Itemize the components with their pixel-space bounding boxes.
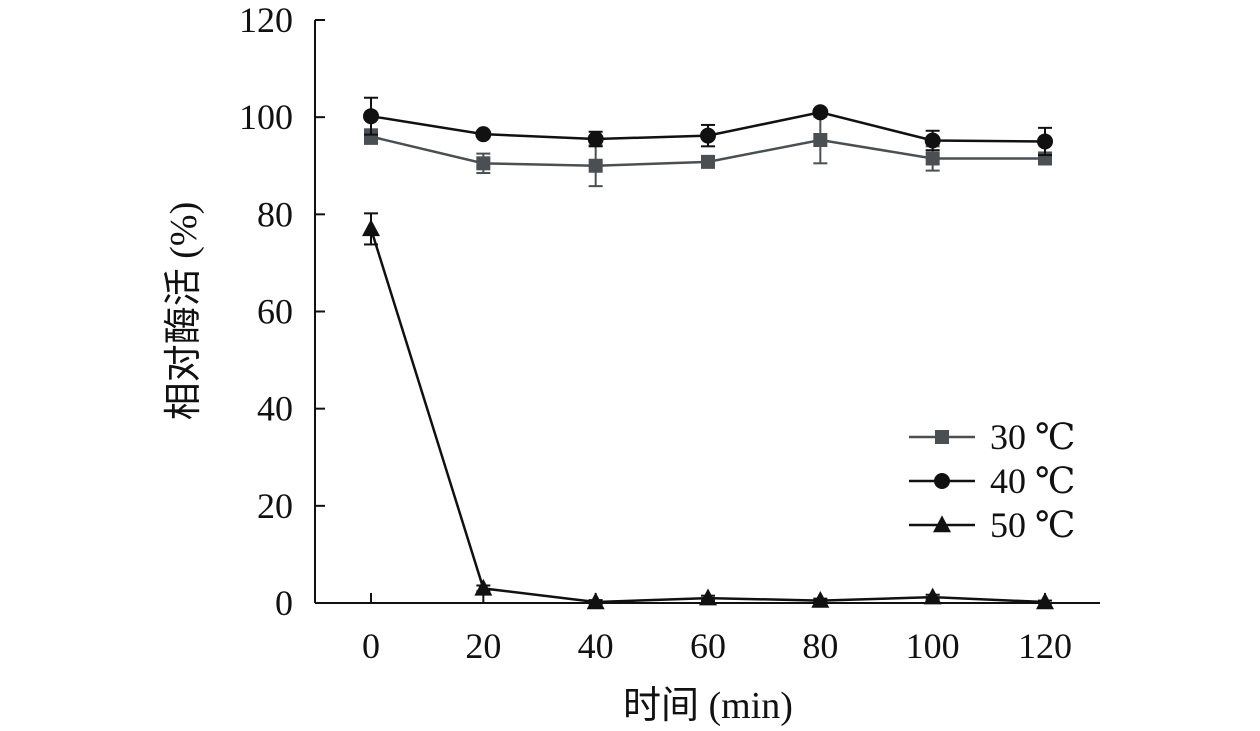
legend-label: 30 ℃ xyxy=(990,417,1075,457)
x-tick-label: 40 xyxy=(578,626,614,666)
data-point xyxy=(474,578,493,596)
legend-item: 50 ℃ xyxy=(909,505,1075,545)
data-point xyxy=(588,158,603,173)
data-point xyxy=(811,590,830,608)
data-point xyxy=(701,154,715,169)
series-2 xyxy=(363,96,1053,157)
data-point xyxy=(586,592,605,610)
data-point xyxy=(1037,133,1053,150)
series-3 xyxy=(362,212,1054,610)
y-ticks: 0 20 40 60 80 100 120 xyxy=(239,0,325,623)
data-point xyxy=(362,219,380,237)
data-point xyxy=(475,126,492,143)
data-point xyxy=(699,588,717,606)
legend-item: 30 ℃ xyxy=(909,417,1075,457)
legend: 30 ℃40 ℃50 ℃ xyxy=(909,417,1075,545)
x-ticks: 0 20 40 60 80 100 120 xyxy=(362,593,1072,666)
x-tick-label: 120 xyxy=(1018,626,1072,666)
legend-marker xyxy=(933,515,951,533)
series-line xyxy=(369,228,1046,604)
x-tick-label: 20 xyxy=(465,626,501,666)
legend-item: 40 ℃ xyxy=(909,461,1075,501)
data-point xyxy=(476,156,491,171)
data-point xyxy=(700,127,716,144)
x-tick-label: 80 xyxy=(802,626,838,666)
data-point xyxy=(363,108,379,125)
axes xyxy=(314,20,1100,604)
x-axis-title: 时间 (min) xyxy=(623,685,793,727)
legend-label: 50 ℃ xyxy=(990,505,1075,545)
y-tick-label: 120 xyxy=(239,0,293,40)
x-tick-label: 60 xyxy=(690,626,726,666)
y-tick-label: 20 xyxy=(257,486,293,526)
data-point xyxy=(923,587,942,605)
data-point xyxy=(587,131,604,148)
legend-label: 40 ℃ xyxy=(990,461,1075,501)
y-tick-label: 0 xyxy=(275,583,293,623)
y-tick-label: 100 xyxy=(239,97,293,137)
legend-marker xyxy=(934,473,950,489)
data-point xyxy=(812,104,829,121)
data-point xyxy=(1036,592,1054,610)
data-point xyxy=(924,132,941,149)
y-axis-title: 相对酶活 (%) xyxy=(163,202,205,420)
y-tick-label: 40 xyxy=(257,389,293,429)
y-tick-label: 80 xyxy=(257,194,293,234)
x-tick-label: 0 xyxy=(362,626,380,666)
x-tick-label: 100 xyxy=(906,626,960,666)
data-point xyxy=(813,133,828,148)
legend-marker xyxy=(935,430,949,444)
series-layer xyxy=(362,96,1054,610)
data-point xyxy=(925,151,940,166)
data-point xyxy=(364,129,378,144)
y-tick-label: 60 xyxy=(257,292,293,332)
